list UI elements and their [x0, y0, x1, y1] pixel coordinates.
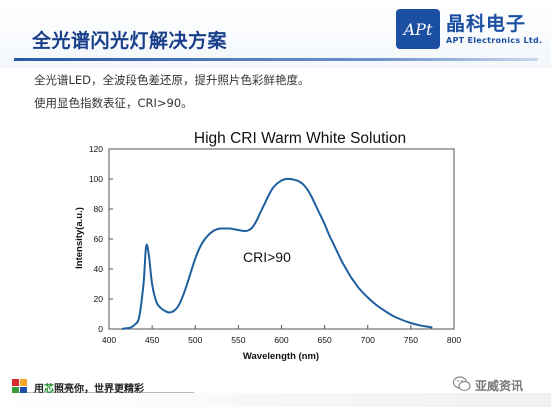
watermark-text: 亚威资讯 — [475, 379, 524, 393]
footer-divider — [14, 392, 194, 393]
x-tick-label-400: 400 — [102, 335, 116, 345]
chart-title: High CRI Warm White Solution — [194, 130, 406, 147]
x-tick-label-550: 550 — [231, 335, 245, 345]
x-tick-label-750: 750 — [404, 335, 418, 345]
x-axis-label: Wavelength (nm) — [243, 351, 319, 362]
y-tick-label-20: 20 — [94, 294, 104, 304]
description-line-1: 全光谱LED，全波段色差还原，提升照片色彩鲜艳度。 — [34, 73, 310, 87]
x-tick-label-650: 650 — [318, 335, 332, 345]
y-tick-label-120: 120 — [89, 144, 103, 154]
y-tick-label-40: 40 — [94, 264, 104, 274]
plot-frame — [108, 148, 455, 330]
block-orange — [20, 379, 27, 386]
y-tick-label-80: 80 — [94, 204, 104, 214]
x-tick-label-450: 450 — [145, 335, 159, 345]
y-tick-label-60: 60 — [94, 234, 104, 244]
x-tick-label-500: 500 — [188, 335, 202, 345]
logo-name-cn: 晶科电子 — [446, 13, 527, 35]
company-logo: APt 晶科电子 APT Electronics Ltd. — [396, 8, 546, 52]
slogan-rest: 照亮你，世界更精彩 — [54, 384, 144, 395]
footer-bar — [0, 393, 551, 407]
y-tick-label-100: 100 — [89, 174, 103, 184]
x-tick-label-600: 600 — [274, 335, 288, 345]
y-axis-label: Intensity(a.u.) — [74, 207, 85, 269]
logo-name-en: APT Electronics Ltd. — [446, 36, 543, 45]
wechat-icon — [453, 376, 471, 392]
cri-annotation: CRI>90 — [243, 249, 291, 265]
x-tick-label-700: 700 — [361, 335, 375, 345]
footer-slogan: 用芯照亮你，世界更精彩 — [34, 380, 144, 395]
plot-area: 400 450 500 550 600 650 700 750 800 0 20 40 60 80 100 1… — [89, 144, 462, 345]
watermark: 亚威资讯 — [453, 374, 549, 398]
block-blue — [20, 387, 27, 394]
slogan-prefix: 用 — [34, 384, 44, 395]
slide-header: 全光谱闪光灯解决方案 APt 晶科电子 APT Electronics Ltd. — [0, 0, 551, 68]
slide-title: 全光谱闪光灯解决方案 — [32, 30, 228, 52]
x-tick-label-800: 800 — [447, 335, 461, 345]
spectrum-line-0 — [121, 177, 433, 330]
color-blocks-icon — [12, 379, 28, 395]
block-green — [12, 387, 19, 394]
block-red — [12, 379, 19, 386]
apt-logo-mark: APt — [396, 9, 440, 49]
description-line-2: 使用显色指数表征，CRI>90。 — [34, 96, 193, 110]
slogan-accent: 芯 — [44, 384, 54, 395]
title-underline — [14, 58, 538, 61]
y-tick-label-0: 0 — [98, 324, 103, 334]
